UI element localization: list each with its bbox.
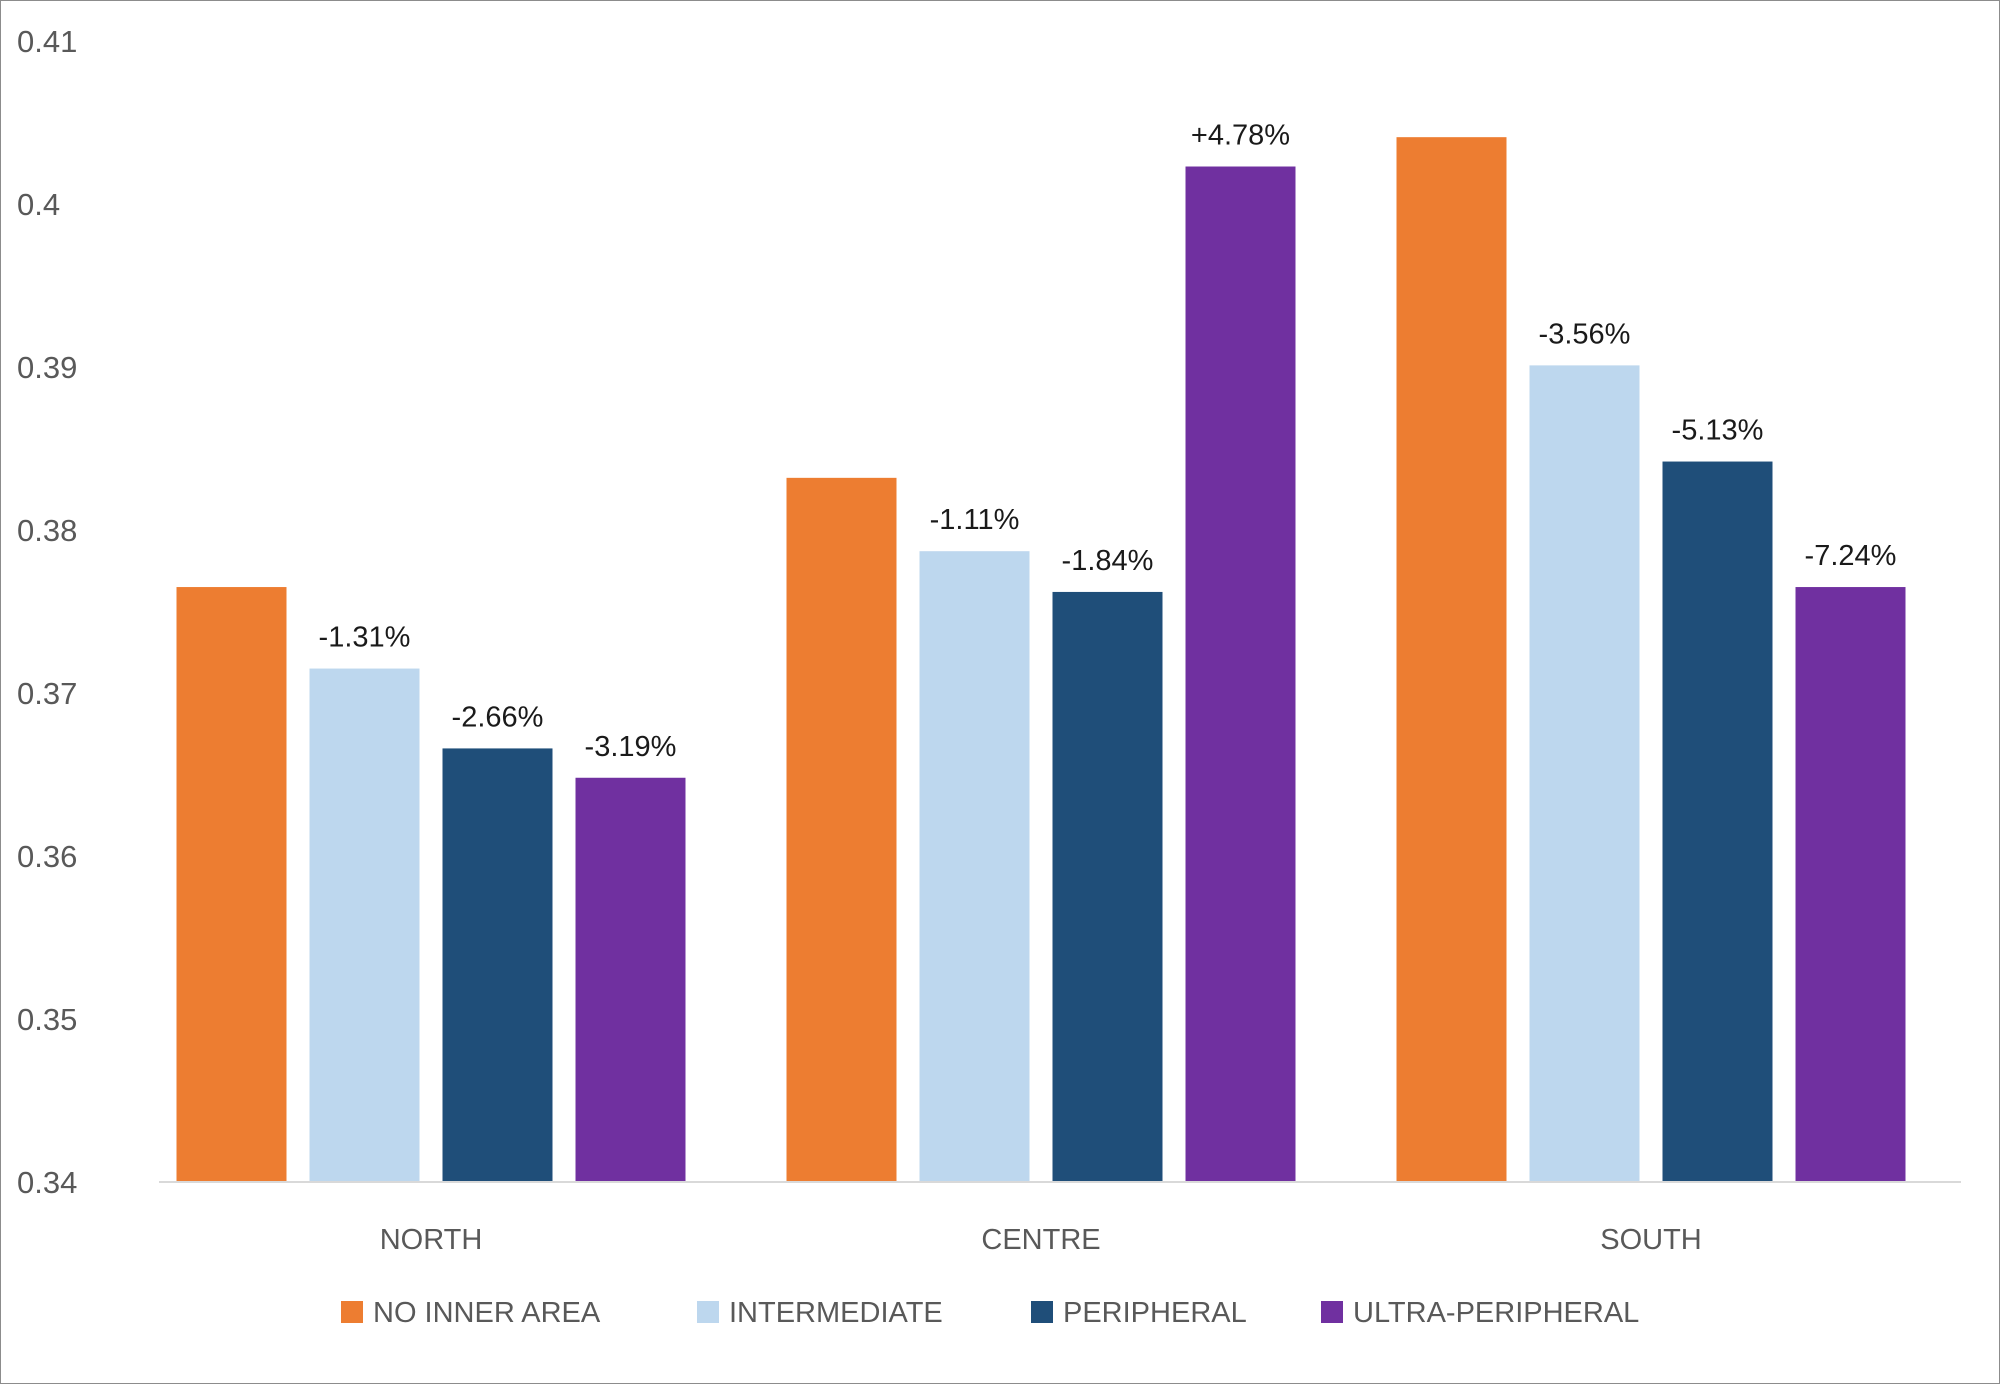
data-labels: -1.31% -2.66% -3.19% -1.11% -1.84% +4.78% -3.5… xyxy=(319,120,1897,763)
category-label: CENTRE xyxy=(981,1224,1100,1256)
bar-north-intermediate xyxy=(309,668,420,1182)
bar-south-peripheral xyxy=(1662,461,1773,1182)
bar-north-ultra-peripheral xyxy=(575,777,686,1182)
category-label: SOUTH xyxy=(1600,1224,1702,1256)
bar-centre-peripheral xyxy=(1052,591,1163,1182)
legend: NO INNER AREA INTERMEDIATE PERIPHERAL ULTRA… xyxy=(341,1297,1639,1329)
bar-centre-ultra-peripheral xyxy=(1185,166,1296,1182)
bar-centre-no-inner-area xyxy=(786,477,897,1183)
legend-swatch xyxy=(697,1301,719,1323)
y-tick-label: 0.39 xyxy=(17,350,77,385)
y-tick-label: 0.37 xyxy=(17,676,77,711)
data-label: -5.13% xyxy=(1672,415,1764,447)
bar-south-no-inner-area xyxy=(1396,137,1507,1182)
bars xyxy=(176,137,1906,1183)
data-label: -1.11% xyxy=(930,504,1020,536)
data-label: +4.78% xyxy=(1191,120,1290,152)
legend-label: PERIPHERAL xyxy=(1063,1297,1247,1329)
legend-label: ULTRA-PERIPHERAL xyxy=(1353,1297,1639,1329)
y-tick-label: 0.36 xyxy=(17,839,77,874)
data-label: -7.24% xyxy=(1805,540,1897,572)
legend-swatch xyxy=(1321,1301,1343,1323)
y-tick-label: 0.41 xyxy=(17,24,77,59)
y-tick-label: 0.34 xyxy=(17,1165,77,1200)
x-axis-category-labels: NORTH CENTRE SOUTH xyxy=(380,1224,1702,1256)
legend-label: NO INNER AREA xyxy=(373,1297,601,1329)
data-label: -1.84% xyxy=(1062,545,1154,577)
data-label: -3.56% xyxy=(1539,318,1631,350)
bar-centre-intermediate xyxy=(919,551,1030,1182)
bar-north-peripheral xyxy=(442,748,553,1182)
legend-label: INTERMEDIATE xyxy=(729,1297,943,1329)
legend-swatch xyxy=(341,1301,363,1323)
bar-north-no-inner-area xyxy=(176,587,287,1182)
bar-south-ultra-peripheral xyxy=(1795,587,1906,1182)
legend-swatch xyxy=(1031,1301,1053,1323)
y-tick-label: 0.4 xyxy=(17,187,60,222)
data-label: -1.31% xyxy=(319,622,411,654)
bar-south-intermediate xyxy=(1529,365,1640,1182)
data-label: -3.19% xyxy=(585,731,677,763)
category-label: NORTH xyxy=(380,1224,483,1256)
y-tick-label: 0.38 xyxy=(17,513,77,548)
data-label: -2.66% xyxy=(452,701,544,733)
y-axis-ticks: 0.34 0.35 0.36 0.37 0.38 0.39 0.4 0.41 xyxy=(17,24,77,1200)
y-tick-label: 0.35 xyxy=(17,1002,77,1037)
